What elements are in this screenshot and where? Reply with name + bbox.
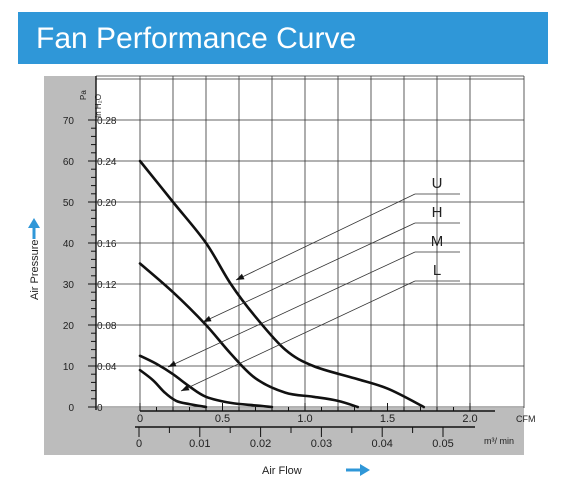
y-tick-label: 20 [63,321,75,332]
plot-area [96,76,524,408]
legend-label-u: U [432,175,443,192]
x-secondary-tick-label: 0.02 [250,438,271,450]
legend-pointer-arrow-icon [203,315,212,322]
legend-label-m: M [431,233,444,250]
x-tick-label: 2.0 [462,413,477,425]
x-axis-title: Air Flow [262,465,302,477]
y-tick-label: 30 [63,280,75,291]
x-tick-label: 1.5 [380,413,395,425]
y-secondary-tick-label: 0.28 [97,116,117,127]
y-tick-label: 40 [63,239,75,250]
legend-leader-line [202,222,416,323]
bottom-gray-panel [96,408,524,455]
y-secondary-tick-label: 0.12 [97,280,117,291]
x-tick-label: 1.0 [297,413,312,425]
y-unit-secondary: In H₂O [94,94,103,118]
y-secondary-tick-label: 0.08 [97,321,117,332]
left-gray-panel [44,76,96,455]
legend-leader-line [180,280,416,392]
series-l-curve [138,368,208,409]
series-u-curve [138,159,426,409]
y-secondary-tick-label: 0.20 [97,198,117,209]
y-secondary-tick-label: 0.16 [97,239,117,250]
legend-label-l: L [433,262,441,279]
x-secondary-tick-label: 0.01 [189,438,210,450]
x-tick-label: 0 [137,413,143,425]
legend-leader-line [167,251,416,368]
y-tick-label: 60 [63,157,75,168]
x-secondary-tick-label: 0.04 [371,438,392,450]
y-axis-title: Air Pressure [29,239,41,300]
y-axis-arrow-icon [28,218,40,239]
x-secondary-tick-label: 0.05 [432,438,453,450]
page-title: Fan Performance Curve [36,22,357,55]
y-tick-label: 50 [63,198,75,209]
title-banner: Fan Performance Curve [18,12,548,64]
series-h-curve [138,262,360,409]
y-tick-label: 0 [68,403,74,414]
y-unit-primary: Pa [79,90,88,100]
legend-pointer-arrow-icon [181,384,190,391]
legend-pointer-arrow-icon [236,273,245,280]
legend-leader-line [235,193,416,281]
x-unit-secondary: m³/ min [484,436,514,446]
y-tick-label: 70 [63,116,75,127]
x-tick-label: 0.5 [215,413,230,425]
x-secondary-tick-label: 0.03 [311,438,332,450]
y-secondary-tick-label: 0.04 [97,362,117,373]
x-secondary-tick-label: 0 [136,438,142,450]
legend-label-h: H [432,204,443,221]
y-tick-label: 10 [63,362,75,373]
series-m-curve [138,354,274,409]
x-axis-arrow-icon [346,464,370,476]
x-unit-primary: CFM [516,414,536,424]
legend-pointer-arrow-icon [168,360,177,367]
y-secondary-tick-label: 0.24 [97,157,117,168]
y-secondary-tick-label: 0 [97,403,103,414]
